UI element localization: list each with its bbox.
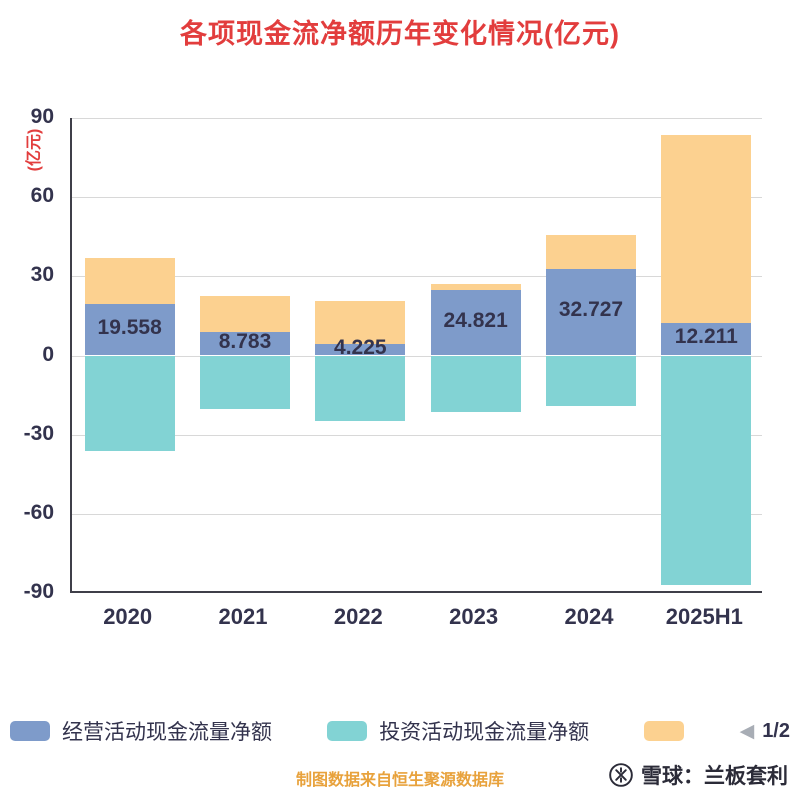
bar-segment — [84, 355, 175, 452]
y-tick-label: -30 — [23, 421, 54, 445]
y-axis: 90 60 30 0 -30 -60 -90 — [0, 105, 58, 603]
bar-segment — [661, 355, 752, 586]
x-axis-label: 2024 — [564, 604, 614, 629]
legend-item[interactable]: 经营活动现金流量净额 — [10, 716, 272, 746]
data-source-note: 制图数据来自恒生聚源数据库 — [295, 772, 504, 789]
bar-value-label: 8.783 — [218, 329, 272, 353]
watermark: 雪球：兰板套利 — [608, 760, 788, 790]
bar-segment — [315, 355, 406, 422]
gridline — [72, 197, 762, 199]
legend-page-indicator: 1/2 — [762, 719, 790, 742]
bar-segment — [84, 257, 175, 304]
y-tick-label: -90 — [23, 580, 54, 603]
bar-segment — [430, 284, 521, 290]
legend-item-label: 投资活动现金流量净额 — [379, 721, 590, 744]
bar-value-label: 24.821 — [443, 308, 508, 332]
xueqiu-logo-icon — [609, 763, 633, 787]
legend-item[interactable]: 投资活动现金流量净额 — [327, 716, 589, 746]
gridline — [72, 513, 762, 515]
legend-swatch — [10, 721, 50, 741]
bar-segment — [200, 332, 290, 356]
bar-value-label: 19.558 — [97, 315, 162, 339]
y-tick-label: 90 — [30, 105, 54, 128]
gridline — [72, 355, 762, 357]
legend: 经营活动现金流量净额 投资活动现金流量净额 ◀ 1/2 — [10, 716, 790, 746]
bar-segment — [661, 323, 752, 356]
x-axis-label: 2023 — [449, 604, 499, 629]
bar-segment — [546, 269, 636, 356]
bar-value-label: 4.225 — [334, 335, 387, 359]
bar-value-label: 32.727 — [558, 298, 624, 322]
bar-segment — [84, 303, 175, 356]
bar-segment — [200, 295, 290, 333]
y-tick-label: 0 — [42, 342, 54, 366]
x-axis-label: 2020 — [103, 604, 153, 629]
gridline — [72, 276, 762, 278]
plot-area: 19.558 8.783 4.225 24.821 32.727 12.211 — [70, 118, 762, 593]
bar-segment — [315, 300, 406, 345]
legend-swatch — [327, 721, 368, 741]
bar-segment — [430, 290, 521, 356]
bar-segment — [315, 344, 406, 356]
x-axis: 2020 2021 2022 2023 2024 2025H1 — [70, 604, 762, 636]
bar-value-label: 12.211 — [674, 325, 738, 349]
legend-prev-arrow[interactable]: ◀ — [739, 720, 755, 742]
x-axis-label: 2025H1 — [665, 604, 743, 629]
y-tick-label: 60 — [30, 184, 54, 208]
bar-segment — [546, 355, 636, 407]
bar-segment — [661, 135, 752, 324]
bar-segment — [200, 355, 290, 410]
legend-item[interactable] — [644, 721, 685, 741]
legend-swatch — [644, 721, 685, 741]
gridline — [72, 434, 762, 436]
legend-pagination: ◀ 1/2 — [740, 720, 790, 743]
gridline — [72, 118, 762, 119]
bar-segment — [430, 355, 521, 413]
bar-segment — [546, 235, 636, 270]
x-axis-label: 2022 — [333, 604, 383, 629]
y-tick-label: 30 — [30, 263, 54, 287]
x-axis-label: 2021 — [218, 604, 268, 629]
y-tick-label: -60 — [23, 500, 54, 524]
chart-title: 各项现金流净额历年变化情况(亿元) — [180, 19, 620, 49]
legend-item-label: 经营活动现金流量净额 — [62, 721, 272, 744]
watermark-text: 雪球：兰板套利 — [641, 765, 788, 788]
